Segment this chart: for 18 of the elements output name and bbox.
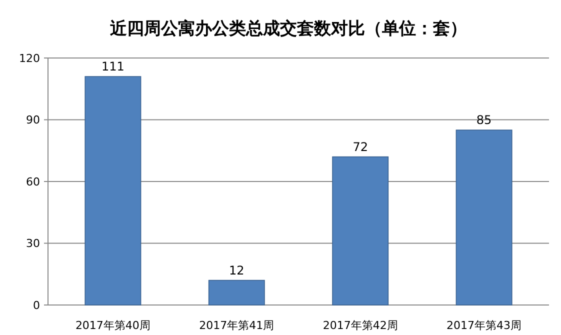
data-label: 85 bbox=[476, 113, 492, 128]
data-label: 111 bbox=[101, 60, 124, 74]
bar bbox=[84, 76, 142, 306]
bar bbox=[208, 280, 265, 306]
data-label: 72 bbox=[352, 140, 368, 154]
y-tick-label: 120 bbox=[19, 52, 40, 65]
data-label: 12 bbox=[229, 263, 244, 278]
y-tick-label: 60 bbox=[26, 175, 40, 188]
y-tick-label: 90 bbox=[26, 114, 40, 127]
y-tick-label: 0 bbox=[33, 298, 40, 312]
y-tick-label: 30 bbox=[26, 237, 40, 250]
x-tick-label: 2017年第43周 bbox=[446, 319, 522, 332]
x-tick-label: 2017年第40周 bbox=[75, 319, 150, 332]
x-tick-label: 2017年第42周 bbox=[322, 319, 398, 332]
bar bbox=[332, 156, 389, 306]
x-tick-label: 2017年第41周 bbox=[199, 319, 274, 332]
bar bbox=[456, 130, 512, 306]
chart-title: 近四周公寓办公类总成交套数对比（单位：套） bbox=[109, 19, 467, 39]
